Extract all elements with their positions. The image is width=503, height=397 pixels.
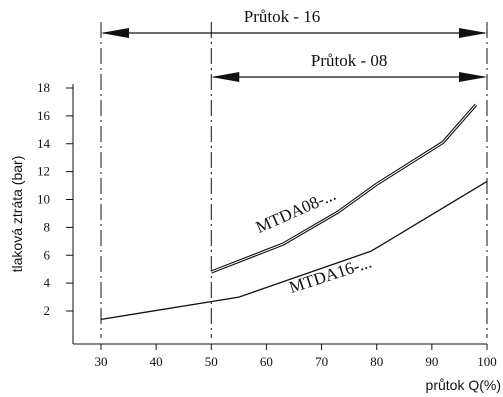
x-tick-label: 80: [370, 354, 383, 369]
series-line-mtda16: [100, 180, 488, 321]
y-axis-label: tlaková ztráta (bar): [9, 156, 25, 273]
x-axis-label: průtok Q(%): [426, 377, 501, 393]
y-tick-label: 2: [44, 303, 51, 318]
arrow-head-left: [101, 28, 129, 38]
x-tick-label: 90: [425, 354, 438, 369]
y-ticks: 2 4 6 8 10 12 14 16 18: [37, 80, 73, 318]
series-label: MTDA08-...: [253, 185, 339, 237]
x-tick-label: 50: [205, 354, 218, 369]
x-tick-label: 100: [477, 354, 497, 369]
x-ticks: 30 40 50 60 70 80 90 100: [95, 344, 497, 369]
series-lines: [100, 103, 488, 321]
y-tick-label: 10: [37, 192, 50, 207]
x-tick-label: 60: [260, 354, 273, 369]
series-labels: MTDA08-... MTDA16-...: [253, 185, 374, 297]
axes: [72, 84, 487, 345]
x-tick-label: 70: [315, 354, 328, 369]
y-tick-label: 4: [44, 275, 51, 290]
y-tick-label: 12: [37, 164, 50, 179]
series-line-mtda08-outer: [210, 103, 478, 274]
arrow-head-right: [459, 28, 487, 38]
y-tick-label: 8: [44, 219, 51, 234]
y-tick-label: 6: [44, 247, 51, 262]
x-tick-label: 40: [150, 354, 163, 369]
y-tick-label: 16: [37, 108, 51, 123]
series-line-mtda08-inner: [211, 104, 477, 273]
y-tick-label: 14: [37, 136, 51, 151]
arrow-head-right: [459, 72, 487, 82]
y-tick-label: 18: [37, 80, 50, 95]
range-guide-lines: [100, 22, 488, 338]
arrow-head-left: [211, 72, 240, 82]
range-label: Průtok - 08: [311, 51, 388, 70]
range-label: Průtok - 16: [244, 7, 321, 26]
series-label: MTDA16-...: [287, 253, 374, 297]
x-tick-label: 30: [95, 354, 108, 369]
flow-range-annotations: Průtok - 16 Průtok - 08: [101, 7, 487, 82]
